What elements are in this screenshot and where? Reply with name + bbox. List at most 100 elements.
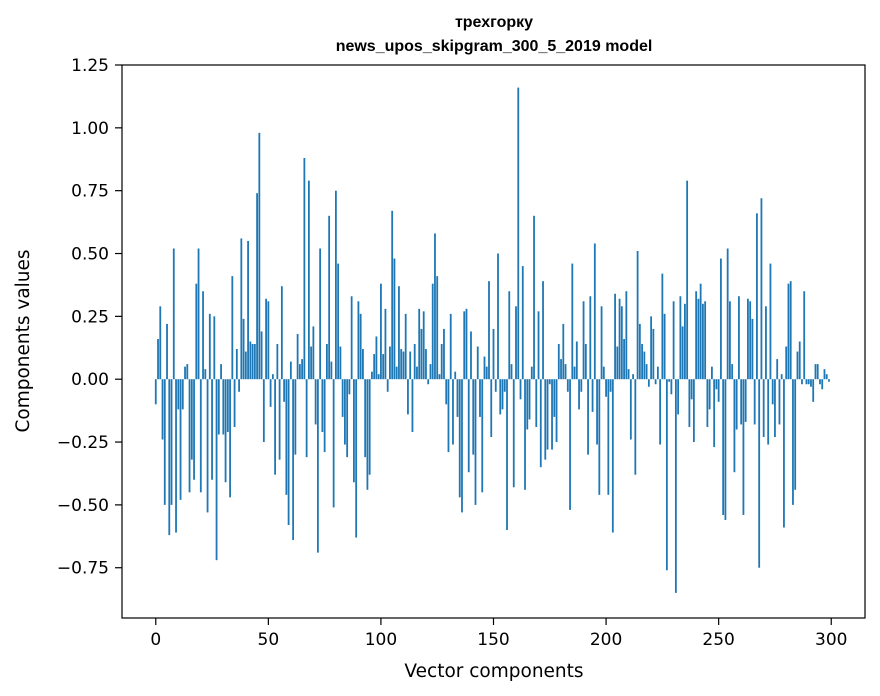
bar — [632, 374, 634, 380]
bar — [776, 359, 779, 380]
bar — [803, 291, 806, 380]
bar — [582, 301, 585, 380]
bar — [422, 311, 425, 380]
bar — [634, 379, 637, 475]
y-tick-label: 0.50 — [71, 245, 109, 265]
bar — [449, 313, 452, 380]
bar — [350, 296, 353, 380]
bar — [362, 349, 364, 380]
bar — [573, 366, 576, 380]
bar — [307, 180, 310, 380]
bar — [319, 248, 322, 380]
bar — [584, 344, 587, 380]
bar — [193, 379, 195, 480]
bar — [566, 379, 569, 392]
y-tick-label: 0.25 — [71, 307, 109, 327]
bar — [220, 364, 222, 380]
bar — [235, 349, 238, 380]
bar — [274, 379, 276, 475]
bar — [774, 379, 776, 438]
bar — [301, 359, 304, 380]
bar — [202, 291, 204, 380]
bar — [278, 379, 281, 460]
bar — [346, 379, 349, 458]
bar — [305, 379, 308, 458]
bar — [267, 301, 270, 380]
bar — [404, 313, 407, 380]
bar — [357, 301, 360, 380]
bar — [733, 379, 736, 473]
bar — [620, 306, 623, 380]
bar — [364, 379, 367, 458]
bar — [233, 379, 236, 427]
bar — [758, 379, 761, 568]
bar — [706, 379, 709, 427]
bar — [760, 198, 763, 380]
bar — [447, 379, 450, 453]
y-axis-label: Components values — [13, 249, 34, 432]
bar — [258, 132, 261, 380]
bar — [168, 379, 171, 536]
y-axis-ticks: −0.75 −0.50 −0.25 0.00 0.25 0.50 0.75 1.00 1.25 — [57, 56, 122, 579]
bar — [287, 379, 290, 525]
bar — [332, 379, 335, 508]
bar — [695, 291, 698, 380]
x-axis-label: Vector components — [404, 661, 583, 682]
y-tick-label: 0.00 — [71, 370, 109, 390]
bar — [170, 379, 173, 505]
y-tick-label: 1.25 — [71, 56, 109, 76]
bar — [688, 379, 691, 427]
bar — [409, 351, 412, 380]
bar — [699, 283, 702, 380]
bar — [539, 379, 542, 468]
bar — [614, 293, 616, 380]
bar — [654, 379, 657, 385]
bar — [564, 364, 567, 380]
bar — [796, 351, 799, 380]
bar — [501, 379, 504, 410]
bar — [674, 379, 677, 593]
bar — [778, 379, 781, 425]
bar — [740, 379, 743, 425]
bar — [789, 281, 792, 380]
bar — [368, 379, 371, 475]
bar — [738, 296, 740, 380]
bar — [762, 379, 765, 438]
bar — [175, 379, 177, 533]
bar — [587, 379, 589, 455]
bar — [238, 379, 240, 392]
bar — [355, 379, 358, 538]
bar — [276, 344, 279, 380]
bar — [294, 379, 297, 455]
bar — [708, 379, 711, 410]
bar — [296, 333, 299, 380]
bar — [765, 306, 767, 380]
bar — [303, 158, 306, 380]
bar — [598, 379, 601, 495]
bar — [454, 371, 457, 380]
bar — [821, 379, 824, 390]
bar — [783, 379, 785, 528]
bar — [328, 215, 331, 380]
x-tick-label: 300 — [815, 630, 847, 650]
bar — [413, 344, 416, 380]
bar — [497, 253, 499, 380]
bar — [445, 379, 448, 405]
bar — [395, 366, 398, 380]
bar — [544, 379, 547, 460]
bar — [199, 379, 202, 493]
bar — [751, 318, 754, 380]
bar — [553, 379, 556, 417]
bar — [190, 379, 193, 460]
bar — [607, 379, 610, 495]
bar — [366, 379, 369, 490]
bar — [177, 379, 180, 410]
bar — [166, 323, 168, 380]
bar — [341, 379, 344, 417]
bar — [747, 298, 749, 380]
bar — [472, 379, 475, 455]
bar — [359, 313, 362, 380]
x-tick-label: 150 — [477, 630, 509, 650]
x-tick-label: 0 — [150, 630, 161, 650]
bar — [244, 351, 247, 380]
